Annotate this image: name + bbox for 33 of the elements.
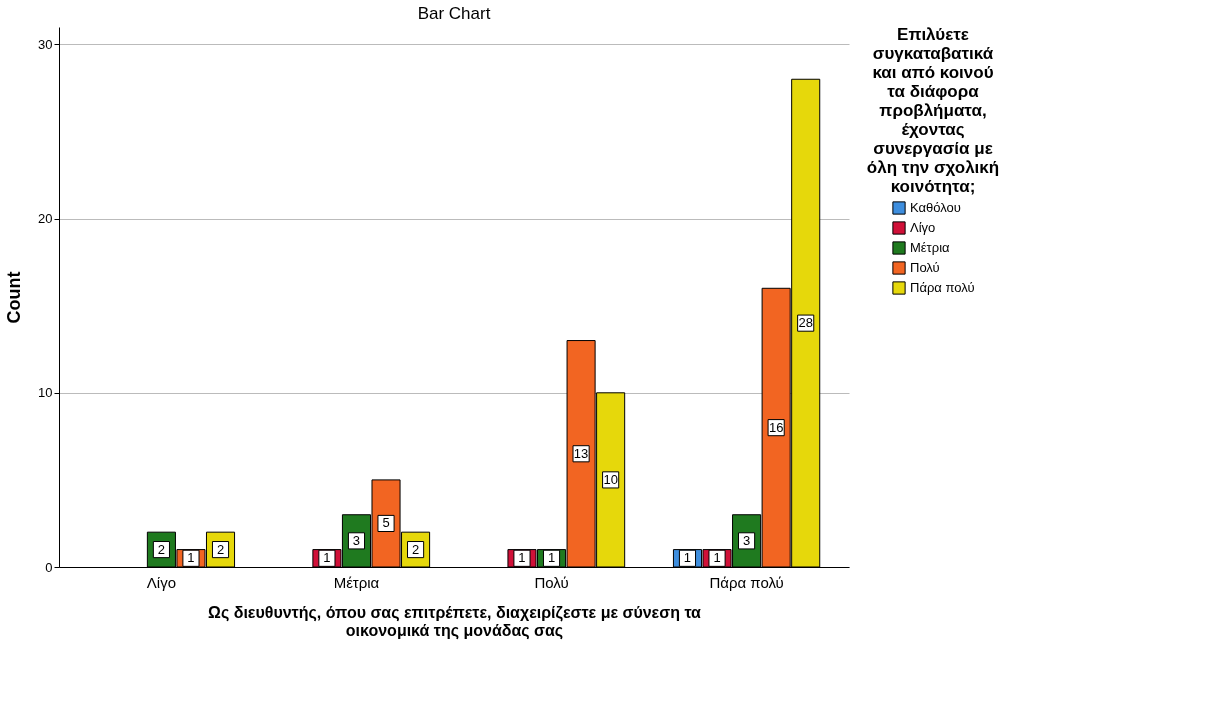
data-label: 28 — [798, 315, 813, 331]
x-tick-label: Λίγο — [146, 573, 177, 591]
data-label: 13 — [573, 445, 589, 461]
data-label: 2 — [157, 541, 166, 557]
data-label: 16 — [768, 419, 784, 435]
data-label: 2 — [411, 541, 420, 557]
y-tick-label: 30 — [38, 36, 53, 52]
data-label: 1 — [187, 550, 195, 566]
legend-label: Πάρα πολύ — [910, 280, 975, 295]
x-tick-label: Μέτρια — [333, 573, 380, 591]
data-label: 1 — [323, 550, 331, 566]
data-label: 3 — [352, 532, 361, 548]
data-label: 3 — [742, 532, 751, 548]
data-label: 10 — [603, 471, 618, 487]
y-tick-label: 10 — [38, 385, 53, 401]
legend-label: Μέτρια — [910, 240, 951, 255]
data-label: 2 — [216, 541, 225, 557]
legend-label: Καθόλου — [910, 200, 961, 215]
x-tick-label: Πολύ — [534, 573, 569, 591]
data-label: 1 — [683, 550, 692, 566]
x-axis-title: Ως διευθυντής, όπου σας επιτρέπετε, διαχειρίζεστε με σύνεση τα οικονομικά της μονάδας σας — [208, 603, 702, 640]
data-label: 1 — [713, 550, 721, 566]
data-label: 5 — [382, 515, 390, 531]
legend-label: Πολύ — [910, 260, 940, 275]
legend-label: Λίγο — [910, 220, 936, 235]
y-tick-label: 0 — [45, 559, 53, 575]
chart-title: Bar Chart — [417, 4, 491, 23]
x-tick-label: Πάρα πολύ — [709, 573, 784, 591]
y-axis-title: Count — [4, 271, 25, 324]
data-label: 1 — [518, 550, 526, 566]
text: Επιλύετε συγκαταβατικά και από κοινού τα διάφορα προβλήματα, έχοντας συνεργασία με όλη την σχολική κοινότητα; — [866, 25, 1000, 196]
data-label: 1 — [547, 550, 556, 566]
y-tick-label: 20 — [38, 211, 53, 227]
